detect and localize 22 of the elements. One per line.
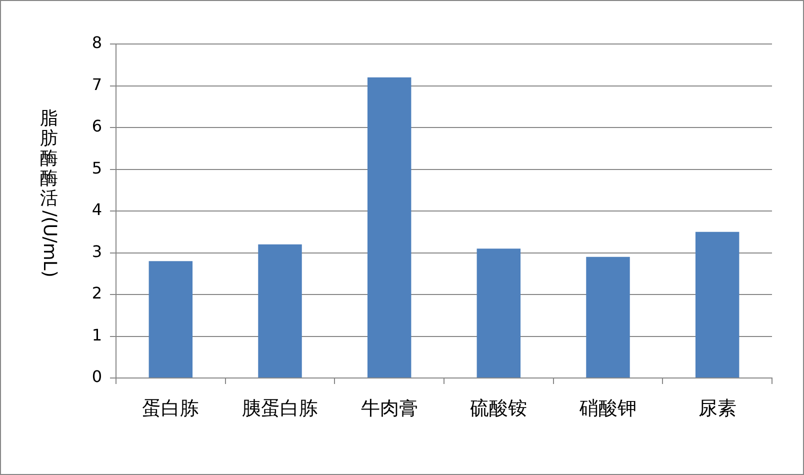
y-tick-label: 6 — [92, 116, 102, 136]
bar — [258, 244, 302, 378]
x-tick-label: 牛肉膏 — [360, 397, 418, 420]
bar — [476, 248, 521, 378]
x-tick-label: 硫酸铵 — [470, 397, 528, 420]
y-tick-label: 1 — [92, 325, 102, 344]
bar — [148, 261, 193, 378]
y-tick-label: 0 — [92, 367, 102, 386]
x-tick-label: 蛋白胨 — [142, 397, 200, 420]
y-tick-label: 2 — [92, 284, 102, 303]
x-tick-label: 尿素 — [698, 397, 736, 420]
bar — [586, 256, 630, 378]
bar — [367, 77, 412, 378]
x-tick-label: 胰蛋白胨 — [242, 397, 318, 420]
y-tick-label: 4 — [92, 200, 102, 220]
y-tick-label: 5 — [92, 158, 102, 178]
x-tick-label: 硝酸钾 — [578, 397, 636, 420]
y-axis-title: 脂肪酶酶活/(U/mL) — [39, 108, 60, 278]
y-tick-label: 3 — [92, 242, 102, 261]
y-tick-label: 7 — [92, 74, 102, 94]
bar — [695, 232, 740, 378]
y-tick-label: 8 — [92, 33, 102, 52]
